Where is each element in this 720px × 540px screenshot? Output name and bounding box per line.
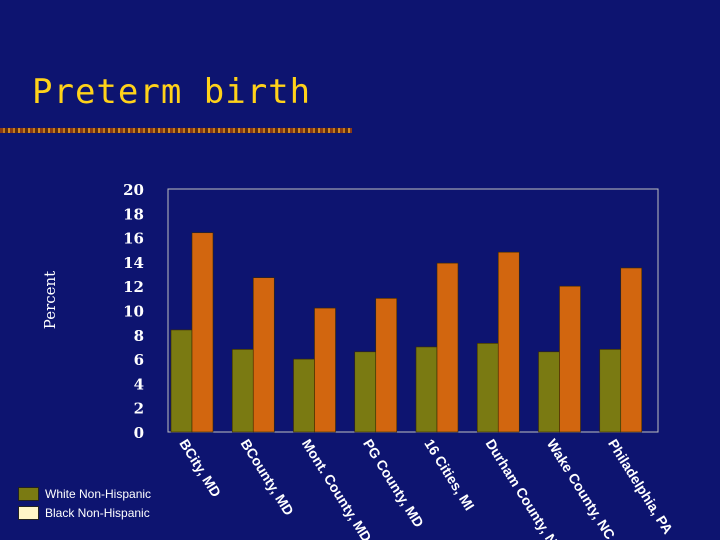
y-tick-label: 14 bbox=[123, 254, 144, 272]
x-tick-label: BCity, MD bbox=[176, 436, 224, 500]
y-tick-label: 18 bbox=[123, 205, 144, 223]
y-tick-label: 8 bbox=[134, 327, 144, 345]
bar-black-4 bbox=[436, 262, 459, 433]
bar-black-5 bbox=[497, 251, 520, 433]
legend-swatch-black bbox=[18, 505, 39, 520]
y-tick-label: 2 bbox=[134, 400, 144, 418]
legend-label-black: Black Non-Hispanic bbox=[45, 505, 150, 520]
y-tick-label: 20 bbox=[123, 181, 144, 199]
bar-black-7 bbox=[620, 267, 643, 433]
bar-black-6 bbox=[559, 285, 581, 433]
legend-item-black: Black Non-Hispanic bbox=[18, 503, 151, 522]
bar-black-3 bbox=[375, 298, 398, 433]
bar-white-7 bbox=[599, 349, 622, 433]
x-tick-label: Wake County, NC bbox=[544, 436, 619, 540]
y-tick-label: 6 bbox=[134, 351, 144, 369]
x-tick-label: Philadelphia, PA bbox=[605, 436, 676, 537]
y-tick-label: 4 bbox=[134, 375, 144, 393]
y-tick-label: 10 bbox=[123, 303, 144, 321]
x-tick-label: 16 Cities, MI bbox=[421, 436, 477, 513]
y-tick-label: 12 bbox=[123, 278, 144, 296]
y-tick-label: 16 bbox=[123, 230, 144, 248]
bar-black-0 bbox=[191, 232, 214, 433]
bar-black-1 bbox=[252, 277, 275, 433]
legend-swatch-white bbox=[18, 486, 39, 501]
legend: White Non-Hispanic Black Non-Hispanic bbox=[18, 484, 151, 522]
chart-title: Preterm birth bbox=[32, 72, 312, 112]
legend-label-white: White Non-Hispanic bbox=[45, 486, 152, 501]
bar-white-2 bbox=[293, 358, 315, 433]
bar-white-3 bbox=[354, 351, 377, 433]
x-tick-label: Mont. County, MD bbox=[299, 436, 375, 540]
bar-white-0 bbox=[170, 329, 193, 433]
title-divider bbox=[0, 128, 352, 133]
bar-white-4 bbox=[415, 346, 438, 433]
x-tick-label: PG County, MD bbox=[360, 436, 427, 530]
bar-white-5 bbox=[476, 343, 499, 433]
bar-white-1 bbox=[231, 349, 254, 433]
y-tick-label: 0 bbox=[134, 424, 144, 442]
bar-black-2 bbox=[314, 307, 336, 433]
plot-frame bbox=[167, 188, 659, 433]
x-tick-label: BCounty, MD bbox=[238, 436, 298, 518]
bar-white-6 bbox=[538, 351, 560, 433]
legend-item-white: White Non-Hispanic bbox=[18, 484, 151, 503]
